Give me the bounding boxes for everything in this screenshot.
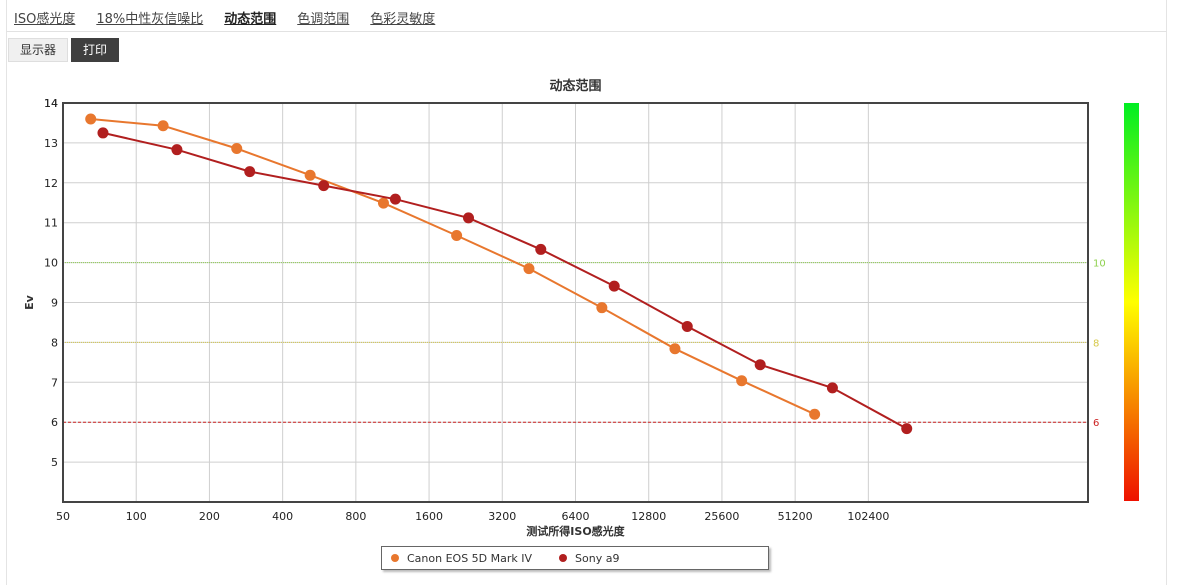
x-tick-label: 100 bbox=[126, 510, 147, 523]
legend-marker-canon bbox=[391, 554, 399, 562]
x-axis-ticks: 50 100 200 400 800 1600 3200 6400 12800 25600 5120… bbox=[56, 510, 889, 523]
data-point bbox=[244, 166, 256, 178]
data-point bbox=[231, 142, 243, 154]
tab-color-sensitivity[interactable]: 色彩灵敏度 bbox=[370, 12, 436, 27]
tab-screen[interactable]: 显示器 bbox=[8, 38, 69, 62]
data-point bbox=[596, 302, 608, 314]
legend-label-sony: Sony a9 bbox=[575, 551, 620, 565]
main-tabs: ISO感光度 18%中性灰信噪比 动态范围 色调范围 色彩灵敏度 bbox=[14, 8, 435, 28]
y-tick-label: 14 bbox=[44, 97, 58, 110]
data-point bbox=[463, 212, 475, 224]
series-0 bbox=[85, 113, 821, 420]
y-tick-label: 9 bbox=[51, 297, 58, 310]
y-tick-label: 7 bbox=[51, 376, 58, 389]
x-tick-label: 12800 bbox=[631, 510, 666, 523]
data-point bbox=[157, 120, 169, 132]
y-tick-label: 10 bbox=[44, 257, 58, 270]
data-point bbox=[171, 144, 183, 156]
tab-iso[interactable]: ISO感光度 bbox=[14, 12, 76, 27]
x-tick-label: 400 bbox=[272, 510, 293, 523]
data-point bbox=[97, 127, 109, 139]
data-point bbox=[377, 197, 389, 209]
x-tick-label: 50 bbox=[56, 510, 70, 523]
data-point bbox=[809, 408, 821, 420]
legend-label-canon: Canon EOS 5D Mark IV bbox=[407, 551, 533, 565]
data-point bbox=[754, 359, 766, 371]
tab-tonal-range[interactable]: 色调范围 bbox=[297, 12, 350, 27]
series-1 bbox=[97, 127, 913, 435]
y-axis-label: Ev bbox=[23, 294, 36, 310]
y-tick-label: 8 bbox=[51, 336, 58, 349]
y-tick-label: 5 bbox=[51, 456, 58, 469]
series-layer bbox=[85, 113, 913, 435]
plot-area-frame bbox=[62, 102, 1089, 503]
y-tick-label: 12 bbox=[44, 177, 58, 190]
legend-item-canon[interactable]: Canon EOS 5D Mark IV bbox=[391, 552, 532, 565]
data-point bbox=[826, 382, 838, 394]
view-mode-tabs: 显示器 打印 bbox=[8, 38, 120, 62]
x-tick-label: 6400 bbox=[562, 510, 590, 523]
x-tick-label: 800 bbox=[345, 510, 366, 523]
x-tick-label: 1600 bbox=[415, 510, 443, 523]
x-tick-label: 25600 bbox=[704, 510, 739, 523]
x-tick-label: 51200 bbox=[778, 510, 813, 523]
data-point bbox=[85, 113, 97, 125]
reference-line-label: 10 bbox=[1093, 259, 1106, 270]
series-line bbox=[102, 131, 908, 430]
grid-layer bbox=[63, 102, 1088, 502]
data-point bbox=[608, 280, 620, 292]
y-tick-label: 13 bbox=[44, 137, 58, 150]
legend-marker-sony bbox=[559, 554, 568, 562]
content-frame bbox=[6, 0, 1167, 585]
y-tick-label: 6 bbox=[51, 416, 58, 429]
reference-line-label: 8 bbox=[1093, 338, 1099, 349]
series-line bbox=[90, 118, 816, 416]
data-point bbox=[318, 180, 330, 192]
data-point bbox=[523, 263, 535, 275]
x-tick-label: 3200 bbox=[488, 510, 516, 523]
tab-print[interactable]: 打印 bbox=[71, 38, 120, 62]
tabs-divider bbox=[6, 31, 1167, 32]
quality-colorbar bbox=[1124, 103, 1139, 501]
data-point bbox=[389, 193, 401, 205]
reference-lines: 10 8 6 bbox=[63, 259, 1106, 429]
tab-dynamic-range[interactable]: 动态范围 bbox=[224, 12, 277, 27]
data-point bbox=[681, 320, 693, 332]
data-point bbox=[901, 423, 913, 435]
chart-title: 动态范围 bbox=[549, 78, 601, 94]
x-axis-label: 测试所得ISO感光度 bbox=[526, 524, 625, 538]
x-tick-label: 200 bbox=[199, 510, 220, 523]
data-point bbox=[669, 343, 681, 355]
legend-item-sony[interactable]: Sony a9 bbox=[559, 552, 619, 565]
reference-line-label: 6 bbox=[1093, 418, 1099, 429]
data-point bbox=[304, 169, 316, 181]
y-tick-label: 11 bbox=[44, 217, 58, 230]
data-point bbox=[535, 243, 547, 255]
x-tick-label: 102400 bbox=[847, 510, 889, 523]
tab-snr[interactable]: 18%中性灰信噪比 bbox=[96, 12, 204, 27]
data-point bbox=[451, 229, 463, 241]
y-tick-label: 14 bbox=[44, 97, 58, 110]
chart-legend: Canon EOS 5D Mark IV Sony a9 bbox=[381, 546, 769, 570]
data-point bbox=[736, 375, 748, 387]
